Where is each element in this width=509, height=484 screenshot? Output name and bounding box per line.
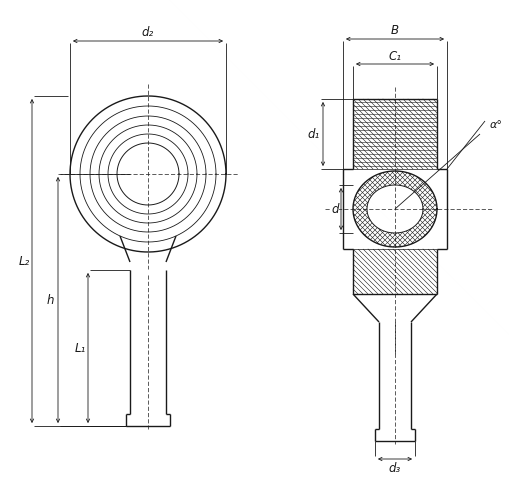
Text: L₁: L₁	[74, 342, 86, 355]
Text: α°: α°	[490, 120, 503, 130]
Text: d: d	[331, 203, 339, 216]
Text: d₂: d₂	[142, 27, 154, 39]
Text: C₁: C₁	[388, 49, 402, 62]
Text: B: B	[391, 23, 399, 36]
Text: L₂: L₂	[18, 255, 30, 268]
Text: d₁: d₁	[308, 128, 320, 141]
Text: h: h	[46, 294, 54, 307]
Text: d₃: d₃	[389, 462, 401, 474]
